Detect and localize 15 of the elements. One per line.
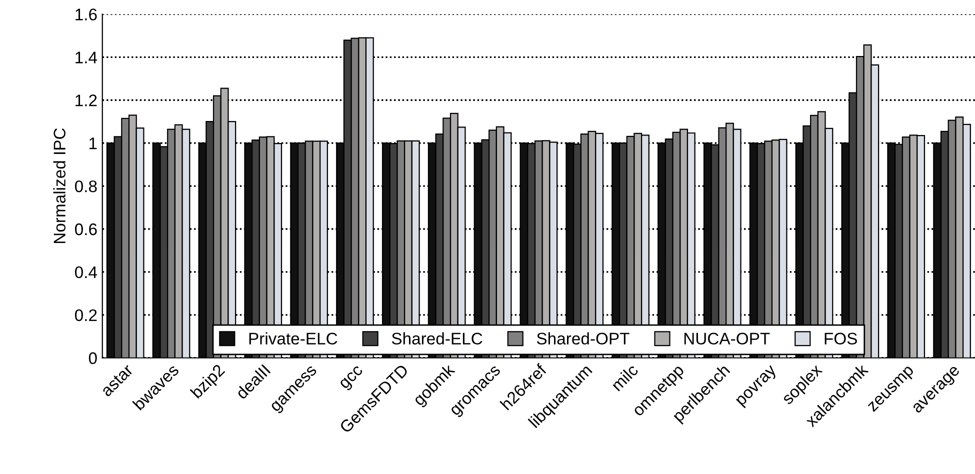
y-tick-label: 1 [90, 138, 97, 150]
y-tick-label: 1.2 [76, 94, 97, 106]
y-tick-label: 1.4 [76, 52, 98, 64]
y-axis-title: Normalized IPC [53, 128, 66, 244]
y-tick-label: 0.4 [75, 266, 98, 278]
y-tick-label: 0.2 [75, 309, 97, 322]
y-tick-label: 0.6 [75, 223, 97, 236]
legend-label: Shared-ELC [392, 332, 482, 345]
y-tick-label: 0.8 [75, 180, 97, 192]
legend-label: Private-ELC [249, 332, 338, 345]
legend-label: FOS [824, 332, 857, 345]
legend-label: Shared-OPT [536, 332, 630, 345]
y-tick-label: 0 [88, 352, 97, 364]
y-tick-label: 1.6 [76, 8, 97, 20]
legend-label: NUCA-OPT [684, 332, 770, 345]
